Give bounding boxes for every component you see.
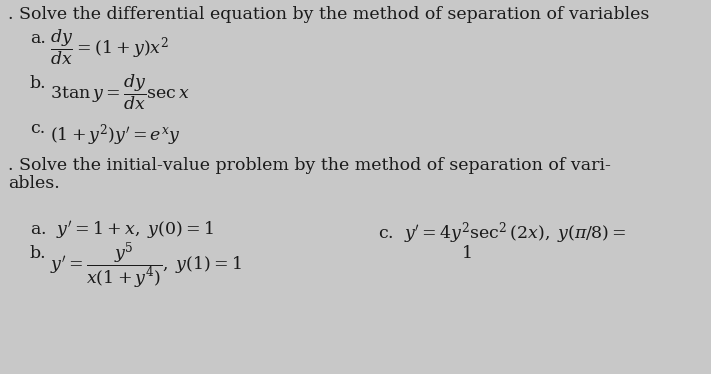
Text: a.  $y' = 1 + x,\; y(0) = 1$: a. $y' = 1 + x,\; y(0) = 1$ — [30, 220, 214, 242]
Text: . Solve the differential equation by the method of separation of variables: . Solve the differential equation by the… — [8, 6, 649, 23]
Text: a.: a. — [30, 30, 46, 47]
Text: ables.: ables. — [8, 175, 60, 192]
Text: . Solve the initial-value problem by the method of separation of vari-: . Solve the initial-value problem by the… — [8, 157, 611, 174]
Text: b.: b. — [30, 75, 47, 92]
Text: 1: 1 — [462, 245, 473, 262]
Text: $(1+y^2)y' = e^x y$: $(1+y^2)y' = e^x y$ — [50, 122, 181, 148]
Text: $3\tan y = \dfrac{dy}{dx}\sec x$: $3\tan y = \dfrac{dy}{dx}\sec x$ — [50, 73, 190, 113]
Text: b.: b. — [30, 245, 47, 262]
Text: c.  $y' = 4y^2 \sec^2(2x),\; y(\pi/8) =$: c. $y' = 4y^2 \sec^2(2x),\; y(\pi/8) =$ — [378, 220, 626, 246]
Text: $\dfrac{dy}{dx} = (1+y)x^2$: $\dfrac{dy}{dx} = (1+y)x^2$ — [50, 28, 169, 67]
Text: $y' = \dfrac{y^5}{x(1+y^4)},\; y(1) = 1$: $y' = \dfrac{y^5}{x(1+y^4)},\; y(1) = 1$ — [50, 240, 242, 291]
Text: c.: c. — [30, 120, 46, 137]
